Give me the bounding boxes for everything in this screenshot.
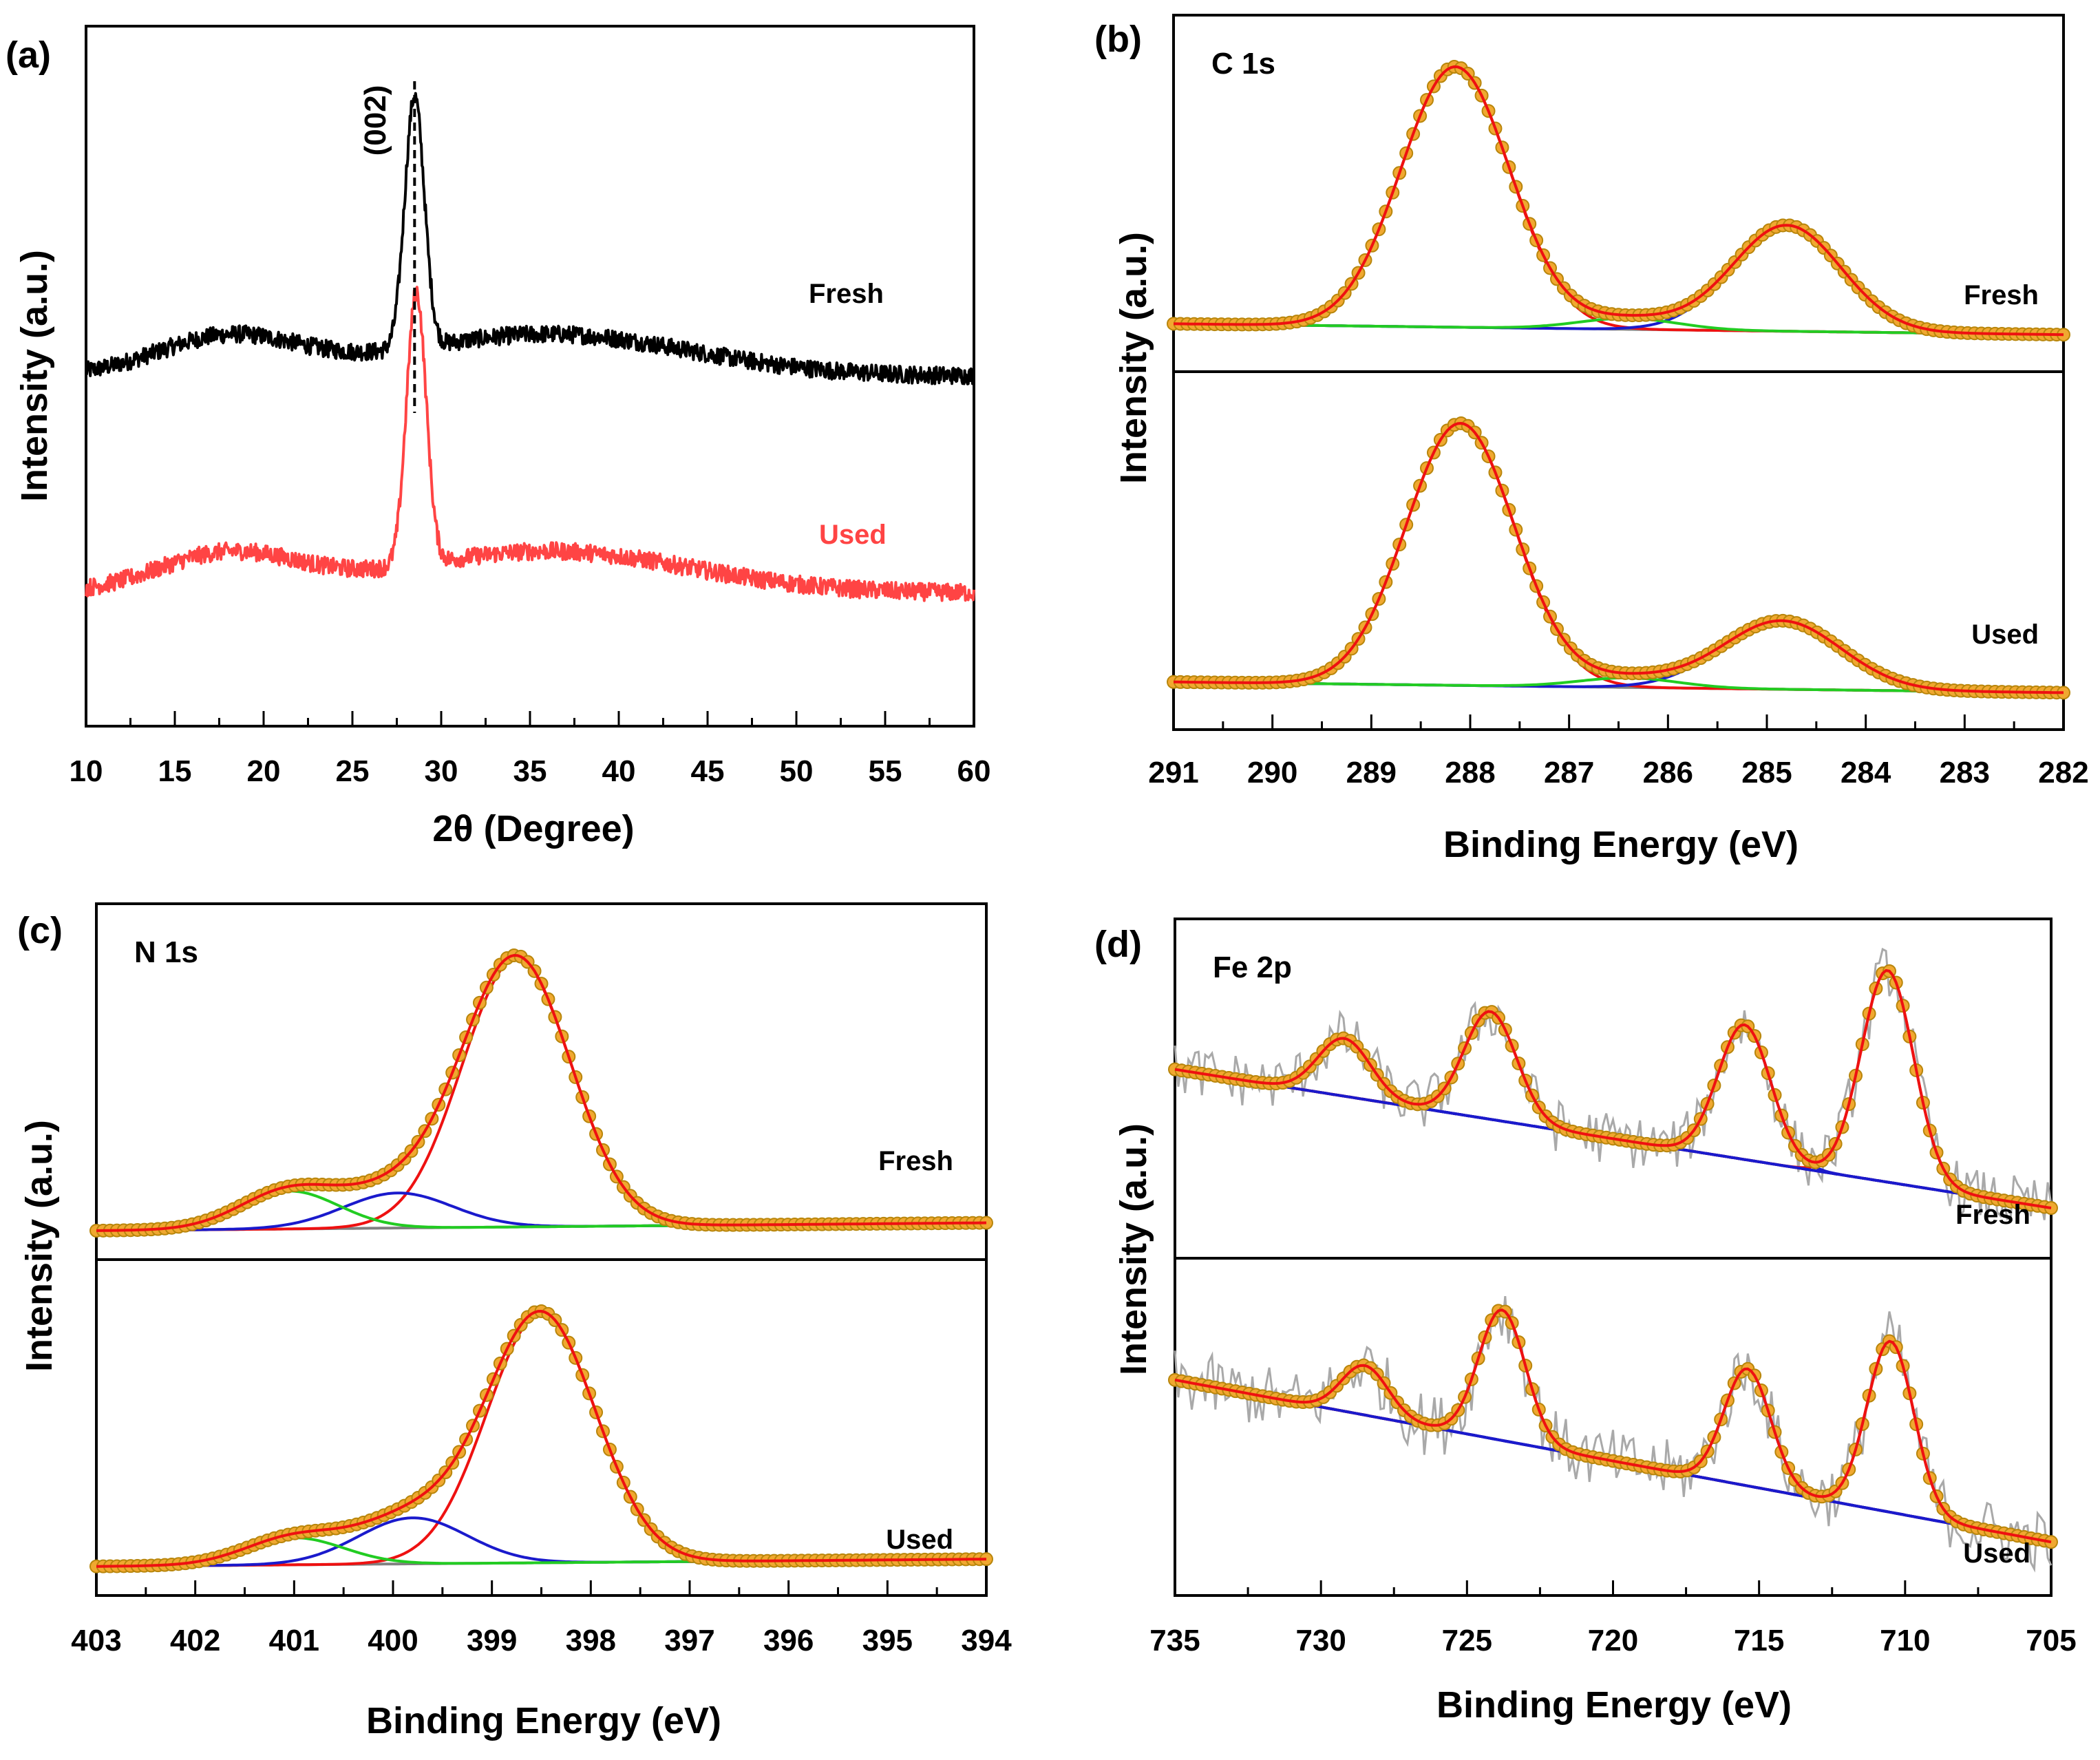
- fit-peak-0: [1174, 422, 2064, 695]
- legend-used: Used: [819, 520, 887, 550]
- y-axis-title: Intensity (a.u.): [1113, 1123, 1154, 1375]
- x-tick-label: 55: [869, 754, 902, 788]
- x-tick-label: 50: [780, 754, 814, 788]
- panel-b: 291 290 289 288 287 286 285 284 283 282 (b) Binding…: [1094, 14, 2089, 865]
- x-tick-label: 45: [691, 754, 725, 788]
- panel-label: (b): [1094, 19, 1142, 60]
- x-tick-label: 399: [467, 1624, 517, 1657]
- legend-fresh: Fresh: [809, 279, 884, 309]
- x-tick-label: 735: [1149, 1624, 1200, 1657]
- x-tick-label: 401: [269, 1624, 319, 1657]
- x-tick-label: 287: [1544, 756, 1594, 789]
- x-tick-label: 403: [71, 1624, 121, 1657]
- peak-annotation: (002): [359, 85, 392, 156]
- x-tick-label: 290: [1247, 756, 1297, 789]
- x-tick-label: 720: [1588, 1624, 1638, 1657]
- fit-peak-2: [1174, 1010, 2052, 1209]
- x-tick-label: 20: [247, 754, 281, 788]
- panel-label: (d): [1094, 924, 1142, 965]
- x-tick-label: 30: [425, 754, 458, 788]
- subplot-label-used: Used: [1963, 1538, 2030, 1569]
- x-tick-label: 400: [368, 1624, 418, 1657]
- series-line-used: [85, 286, 975, 602]
- subplot-label-used: Used: [1971, 619, 2039, 650]
- x-tick-label: 285: [1741, 756, 1792, 789]
- x-tick-label: 730: [1295, 1624, 1346, 1657]
- fit-peak-0: [1174, 65, 2064, 337]
- x-tick-label: 288: [1445, 756, 1495, 789]
- envelope-fit-line: [1174, 969, 2052, 1209]
- subplot-label-fresh: Fresh: [1955, 1200, 2030, 1230]
- envelope-fit-line: [1174, 422, 2064, 695]
- series-line-fresh: [85, 92, 975, 385]
- x-tick-label: 10: [70, 754, 103, 788]
- x-tick-label: 398: [566, 1624, 616, 1657]
- x-tick-label: 402: [170, 1624, 220, 1657]
- panel-label: (a): [6, 34, 51, 76]
- subplot-label-fresh: Fresh: [878, 1146, 953, 1176]
- x-tick-label: 396: [763, 1624, 814, 1657]
- spectrum-title: N 1s: [134, 935, 198, 969]
- x-tick-label: 25: [336, 754, 370, 788]
- x-tick-label: 60: [957, 754, 991, 788]
- subplot-label-used: Used: [886, 1525, 953, 1555]
- x-tick-label: 15: [158, 754, 192, 788]
- x-tick-label: 291: [1148, 756, 1198, 789]
- subplot-label-fresh: Fresh: [1964, 280, 2039, 310]
- envelope-fit-line: [96, 1310, 987, 1568]
- envelope-fit-line: [1174, 65, 2064, 337]
- x-axis-title: Binding Energy (eV): [366, 1700, 721, 1741]
- spectrum-title: C 1s: [1211, 47, 1275, 81]
- fit-peak-0: [96, 1313, 987, 1568]
- x-tick-label: 395: [862, 1624, 913, 1657]
- x-tick-label: 705: [2026, 1624, 2076, 1657]
- panel-d: 735 730 725 720 715 710 705 (d) Binding Energy (…: [1094, 918, 2077, 1726]
- x-axis-title: Binding Energy (eV): [1436, 1684, 1792, 1726]
- x-tick-label: 284: [1841, 756, 1891, 789]
- x-tick-label: 289: [1346, 756, 1397, 789]
- envelope-fit-line: [1174, 1308, 2052, 1544]
- panel-label: (c): [17, 910, 63, 951]
- x-tick-label: 394: [961, 1624, 1012, 1657]
- raw-data-line: [1174, 1295, 2053, 1573]
- x-tick-label: 715: [1734, 1624, 1784, 1657]
- y-axis-title: Intensity (a.u.): [14, 250, 55, 502]
- y-axis-title: Intensity (a.u.): [1113, 232, 1154, 484]
- panel-a: 10 15 20 25 30 35 40 45 50 55 60 (a) 2θ (Degree) Inte…: [6, 25, 991, 849]
- x-axis-title: Binding Energy (eV): [1443, 824, 1799, 865]
- x-tick-label: 286: [1643, 756, 1693, 789]
- x-tick-label: 283: [1940, 756, 1990, 789]
- x-tick-label: 725: [1442, 1624, 1492, 1657]
- x-tick-label: 40: [602, 754, 636, 788]
- spectrum-title: Fe 2p: [1213, 951, 1292, 984]
- x-tick-label: 710: [1880, 1624, 1930, 1657]
- x-tick-label: 397: [664, 1624, 714, 1657]
- x-axis-title: 2θ (Degree): [432, 808, 634, 849]
- x-tick-label: 35: [513, 754, 547, 788]
- envelope-fit-line: [96, 954, 987, 1232]
- x-tick-label: 282: [2038, 756, 2088, 789]
- plot-frame: [95, 902, 988, 1597]
- y-axis-title: Intensity (a.u.): [19, 1120, 60, 1372]
- panel-c: 403 402 401 400 399 398 397 396 395 394 (c) Binding…: [17, 902, 1012, 1741]
